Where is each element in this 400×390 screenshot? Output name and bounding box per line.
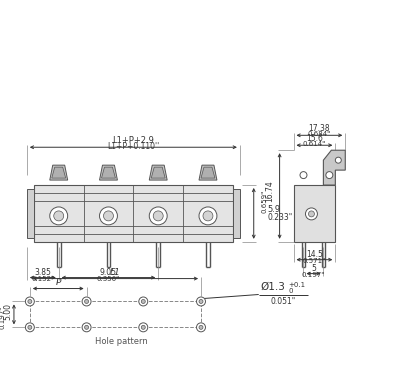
Circle shape (199, 300, 203, 303)
Bar (27, 189, 34, 238)
Circle shape (25, 297, 34, 306)
Text: 17.38: 17.38 (308, 124, 330, 133)
Circle shape (82, 297, 91, 306)
Text: 15.6: 15.6 (306, 134, 323, 143)
Text: 0.197": 0.197" (302, 271, 325, 278)
Text: +0.1: +0.1 (288, 282, 306, 287)
Polygon shape (323, 150, 345, 185)
Text: 9.05: 9.05 (100, 268, 117, 277)
Text: 14.5: 14.5 (306, 250, 323, 259)
Circle shape (196, 323, 206, 332)
Bar (233, 189, 240, 238)
Circle shape (335, 157, 341, 163)
Text: 5: 5 (311, 264, 316, 273)
Circle shape (139, 323, 148, 332)
Circle shape (100, 207, 118, 225)
Circle shape (104, 211, 114, 221)
Text: P: P (56, 278, 61, 287)
Circle shape (25, 323, 34, 332)
Circle shape (326, 172, 333, 179)
Polygon shape (50, 165, 68, 180)
Circle shape (54, 211, 64, 221)
Text: 0.571": 0.571" (303, 258, 326, 264)
Text: Ø1.3: Ø1.3 (261, 282, 286, 291)
Polygon shape (149, 165, 167, 180)
Text: L1: L1 (110, 268, 121, 277)
Text: 0: 0 (288, 287, 293, 294)
Circle shape (306, 208, 318, 220)
Text: 16.74: 16.74 (266, 180, 275, 202)
Text: L1+P+2.9: L1+P+2.9 (112, 136, 154, 145)
Text: 5.9: 5.9 (268, 205, 281, 214)
Text: 5.00: 5.00 (4, 303, 12, 320)
Text: 0.152": 0.152" (31, 276, 54, 282)
Text: 0.233": 0.233" (268, 213, 293, 222)
Polygon shape (201, 167, 215, 178)
Circle shape (141, 300, 145, 303)
Polygon shape (151, 167, 165, 178)
Text: 0.614": 0.614" (303, 141, 326, 147)
Circle shape (28, 325, 32, 329)
Circle shape (153, 211, 163, 221)
Text: 0.356": 0.356" (97, 276, 120, 282)
Text: 0.659": 0.659" (262, 190, 268, 213)
Text: 0.197": 0.197" (0, 306, 5, 329)
Text: Hole pattern: Hole pattern (95, 337, 148, 346)
Circle shape (139, 297, 148, 306)
Circle shape (199, 207, 217, 225)
Polygon shape (100, 165, 118, 180)
Polygon shape (52, 167, 66, 178)
Circle shape (196, 297, 206, 306)
Circle shape (141, 325, 145, 329)
Text: L1+P+0.110'': L1+P+0.110'' (107, 142, 160, 151)
Circle shape (300, 172, 307, 179)
Circle shape (203, 211, 213, 221)
Circle shape (149, 207, 167, 225)
Polygon shape (102, 167, 116, 178)
Circle shape (84, 325, 88, 329)
Circle shape (50, 207, 68, 225)
Bar (294, 185, 335, 242)
Circle shape (199, 325, 203, 329)
Circle shape (84, 300, 88, 303)
Circle shape (308, 211, 314, 217)
Circle shape (28, 300, 32, 303)
Text: 0.051": 0.051" (271, 297, 296, 306)
Text: 0.684": 0.684" (308, 131, 331, 137)
Bar (34, 185, 233, 242)
Circle shape (82, 323, 91, 332)
Polygon shape (199, 165, 217, 180)
Text: 3.85: 3.85 (34, 268, 51, 277)
